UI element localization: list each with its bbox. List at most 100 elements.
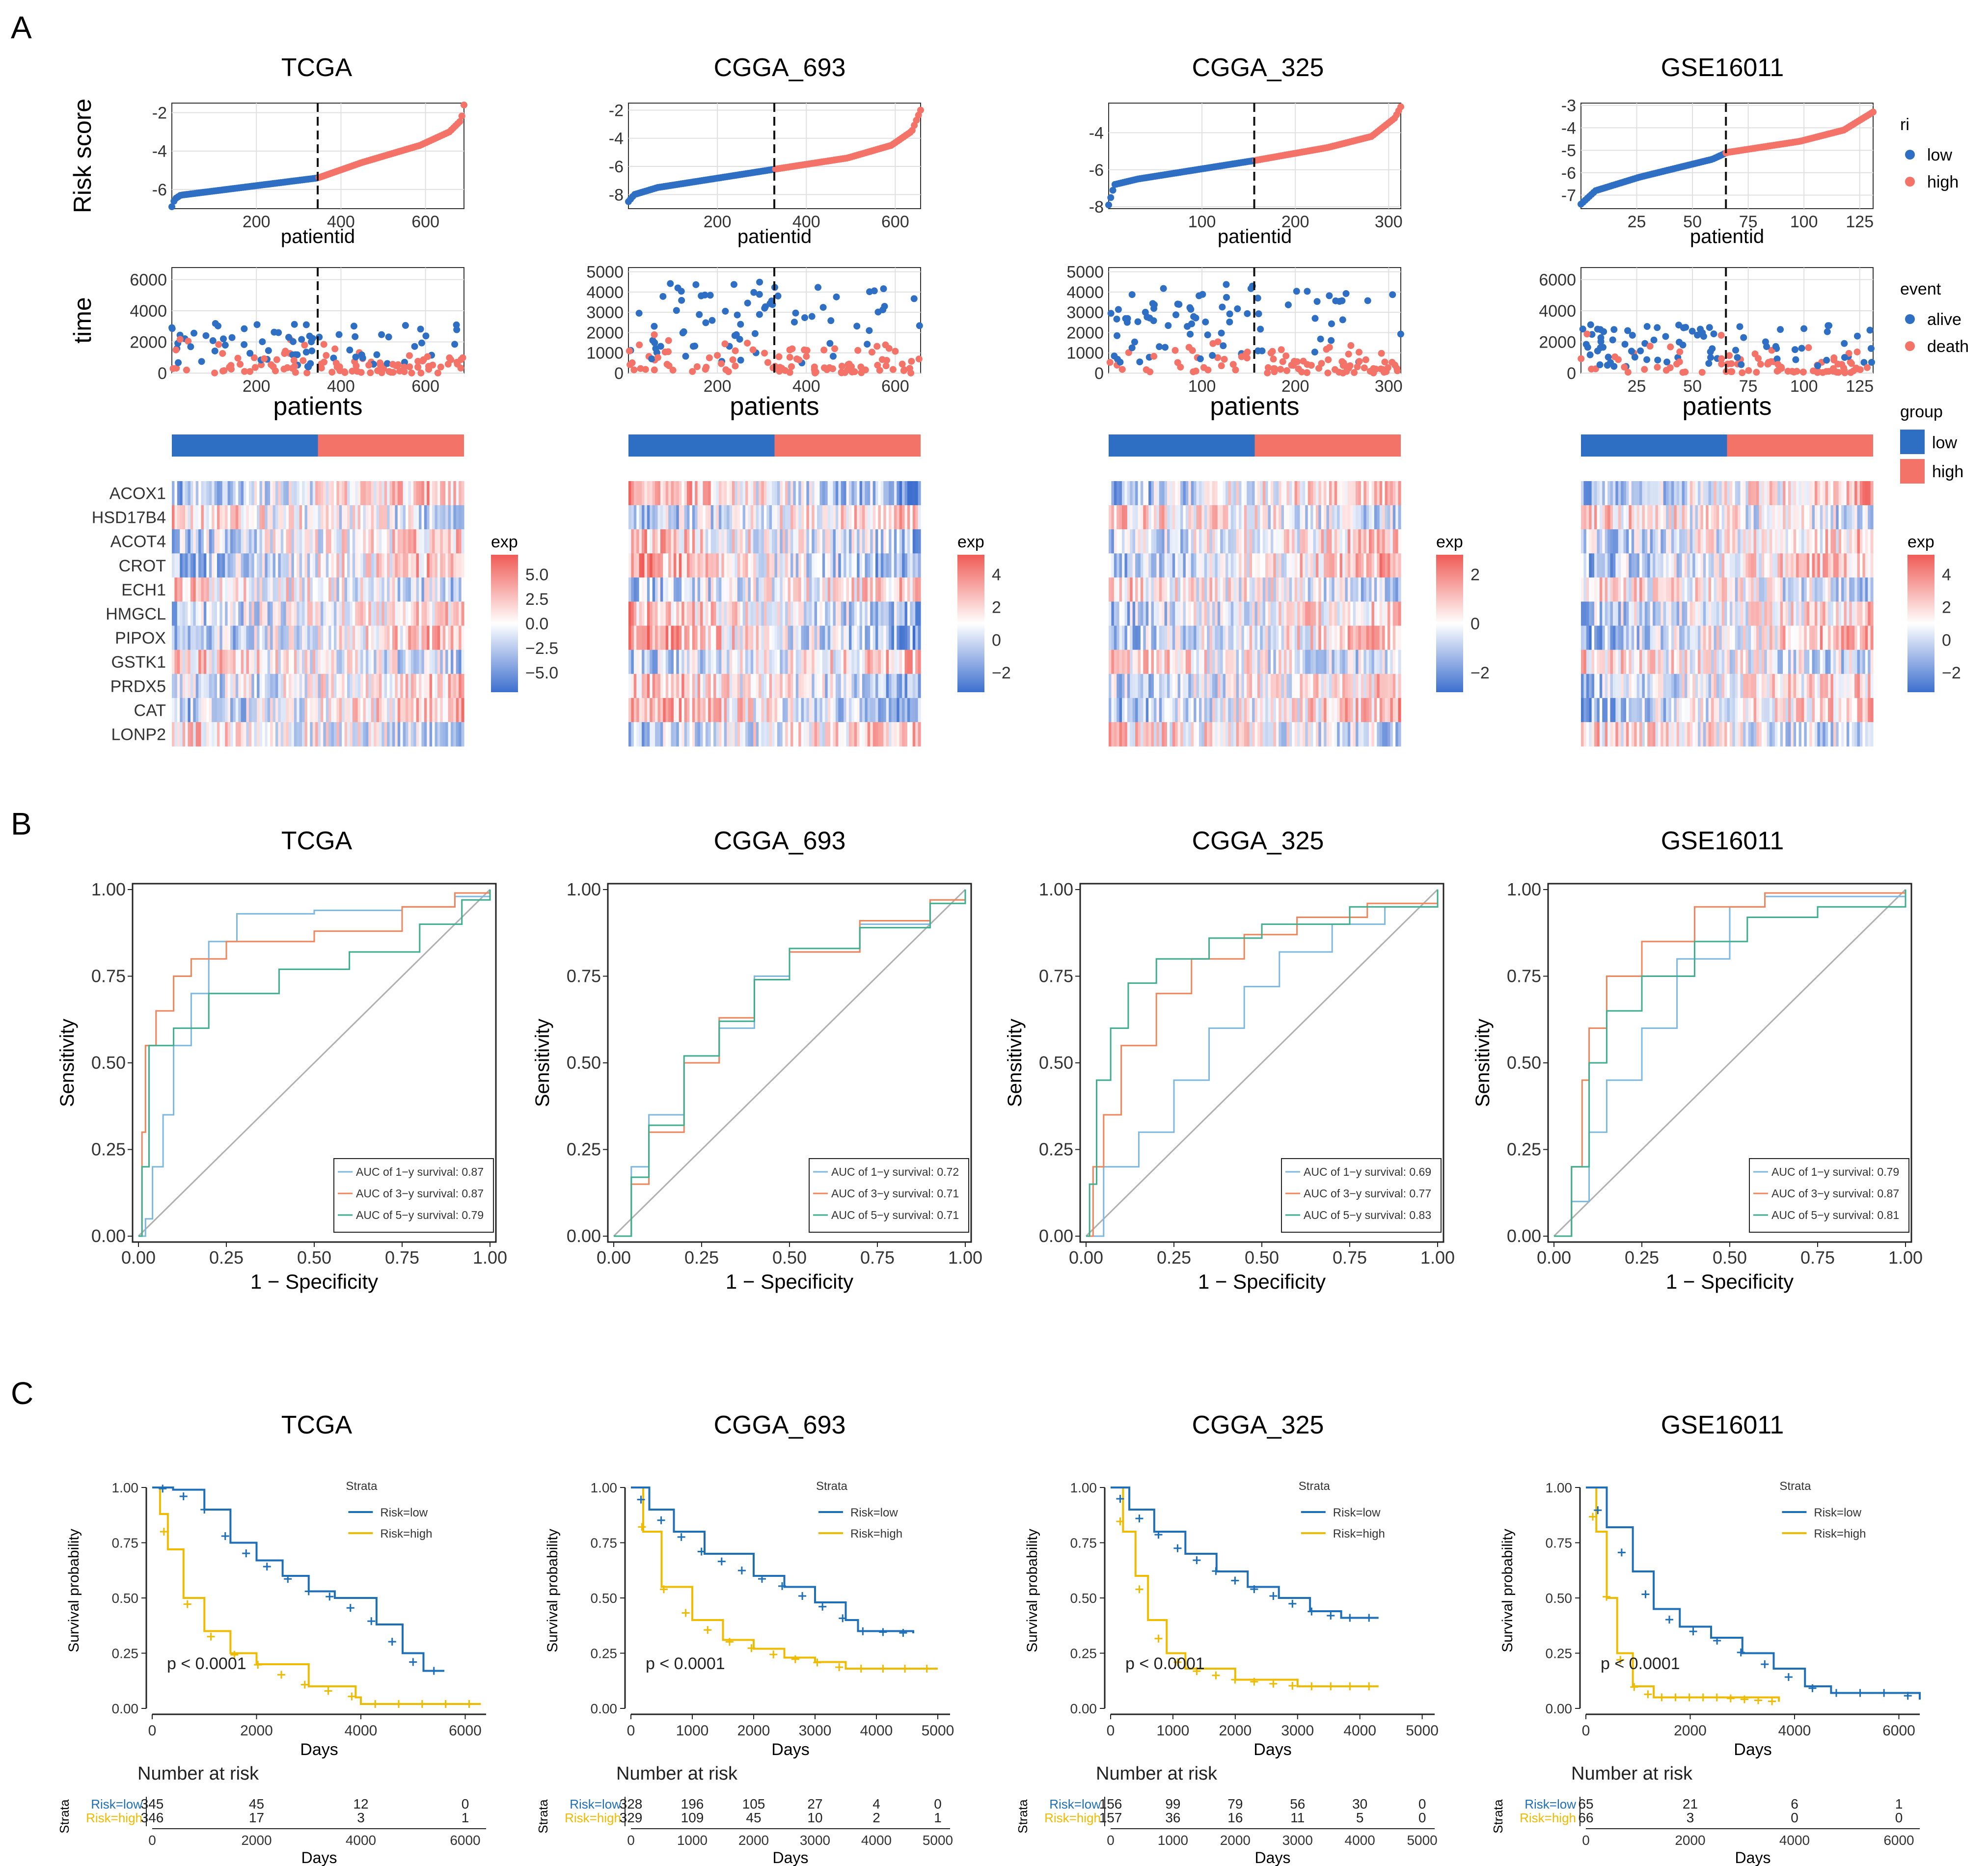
heatmap-cell xyxy=(1241,505,1245,530)
heatmap-cell xyxy=(822,529,825,554)
heatmap-cell xyxy=(761,698,764,723)
event-point xyxy=(1200,364,1207,371)
heatmap-cell xyxy=(461,649,464,675)
heatmap-cell xyxy=(198,577,202,602)
heatmap-cell xyxy=(1225,649,1229,675)
event-point xyxy=(1293,288,1300,295)
heatmap-cell xyxy=(1371,601,1375,626)
heatmap-cell xyxy=(1276,505,1279,530)
heatmap-cell xyxy=(631,649,634,675)
heatmap-cell xyxy=(429,601,433,626)
heatmap-cell xyxy=(339,481,342,506)
heatmap-cell xyxy=(241,553,244,578)
event-point xyxy=(1332,366,1339,373)
heatmap-cell xyxy=(1305,674,1308,699)
heatmap-cell xyxy=(687,722,690,747)
heatmap-cell xyxy=(745,553,749,578)
heatmap-cell xyxy=(1254,722,1258,747)
heatmap-cell xyxy=(835,722,839,747)
heatmap-cell xyxy=(1398,481,1401,506)
heatmap-cell xyxy=(1281,649,1284,675)
event-point xyxy=(350,323,357,330)
event-point xyxy=(1174,359,1181,366)
heatmap-cell xyxy=(759,625,762,650)
heatmap-cell xyxy=(790,722,793,747)
gene-label: PIPOX xyxy=(115,629,166,648)
heatmap-cell xyxy=(392,553,395,578)
event-point xyxy=(1229,361,1237,368)
heatmap-cell xyxy=(1159,505,1162,530)
heatmap-cell xyxy=(1252,674,1255,699)
heatmap-cell xyxy=(365,625,369,650)
heatmap-cell xyxy=(185,529,189,554)
heatmap-cell xyxy=(1347,601,1351,626)
heatmap-cell xyxy=(1284,722,1287,747)
heatmap-cell xyxy=(251,674,255,699)
heatmap-cell xyxy=(233,553,236,578)
panel-a-title: CGGA_693 xyxy=(714,54,846,82)
exp-tick-label: −5.0 xyxy=(525,664,558,682)
heatmap-cell xyxy=(1292,577,1295,602)
heatmap-cell xyxy=(206,553,210,578)
heatmap-cell xyxy=(735,601,738,626)
heatmap-cell xyxy=(363,505,366,530)
heatmap-cell xyxy=(304,553,308,578)
heatmap-cell xyxy=(1361,481,1364,506)
risk-count-low: 45 xyxy=(249,1796,264,1812)
heatmap-cell xyxy=(1204,529,1207,554)
heatmap-cell xyxy=(1350,529,1354,554)
heatmap-cell xyxy=(352,529,355,554)
heatmap-cell xyxy=(1270,505,1274,530)
heatmap-cell xyxy=(1239,601,1242,626)
heatmap-cell xyxy=(631,505,634,530)
heatmap-cell xyxy=(782,674,786,699)
heatmap-cell xyxy=(899,698,902,723)
heatmap-cell xyxy=(1177,505,1181,530)
event-point xyxy=(211,369,218,377)
heatmap-cell xyxy=(1305,601,1308,626)
heatmap-cell xyxy=(1379,625,1383,650)
heatmap-cell xyxy=(642,674,645,699)
heatmap-cell xyxy=(854,698,857,723)
heatmap-cell xyxy=(408,649,411,675)
heatmap-cell xyxy=(1286,649,1290,675)
heatmap-cell xyxy=(793,505,796,530)
heatmap-cell xyxy=(642,625,645,650)
heatmap-cell xyxy=(1339,601,1343,626)
heatmap-cell xyxy=(238,722,242,747)
heatmap-cell xyxy=(185,674,189,699)
heatmap-cell xyxy=(419,529,422,554)
heatmap-cell xyxy=(1337,625,1340,650)
heatmap-cell xyxy=(798,649,802,675)
heatmap-cell xyxy=(1337,505,1340,530)
event-point xyxy=(1345,351,1352,358)
heatmap-cell xyxy=(355,481,358,506)
heatmap-cell xyxy=(1220,722,1224,747)
event-point xyxy=(1326,292,1333,299)
heatmap-cell xyxy=(1247,625,1250,650)
event-point xyxy=(451,341,459,348)
heatmap-cell xyxy=(801,505,804,530)
heatmap-cell xyxy=(1279,722,1282,747)
heatmap-cell xyxy=(718,674,722,699)
heatmap-cell xyxy=(203,481,207,506)
heatmap-cell xyxy=(705,601,708,626)
heatmap-cell xyxy=(1167,674,1171,699)
heatmap-cell xyxy=(304,674,308,699)
heatmap-cell xyxy=(812,505,815,530)
heatmap-cell xyxy=(857,577,860,602)
heatmap-cell xyxy=(180,577,183,602)
heatmap-cell xyxy=(1217,722,1221,747)
heatmap-cell xyxy=(1212,674,1215,699)
heatmap-cell xyxy=(854,649,857,675)
heatmap-cell xyxy=(1167,577,1171,602)
heatmap-cell xyxy=(1305,698,1308,723)
heatmap-cell xyxy=(333,481,337,506)
event-point xyxy=(864,341,871,348)
heatmap-cell xyxy=(203,625,207,650)
event-point xyxy=(693,363,701,370)
heatmap-cell xyxy=(886,722,889,747)
heatmap-cell xyxy=(904,722,908,747)
censor-mark xyxy=(704,1626,712,1634)
heatmap-cell xyxy=(1382,722,1386,747)
